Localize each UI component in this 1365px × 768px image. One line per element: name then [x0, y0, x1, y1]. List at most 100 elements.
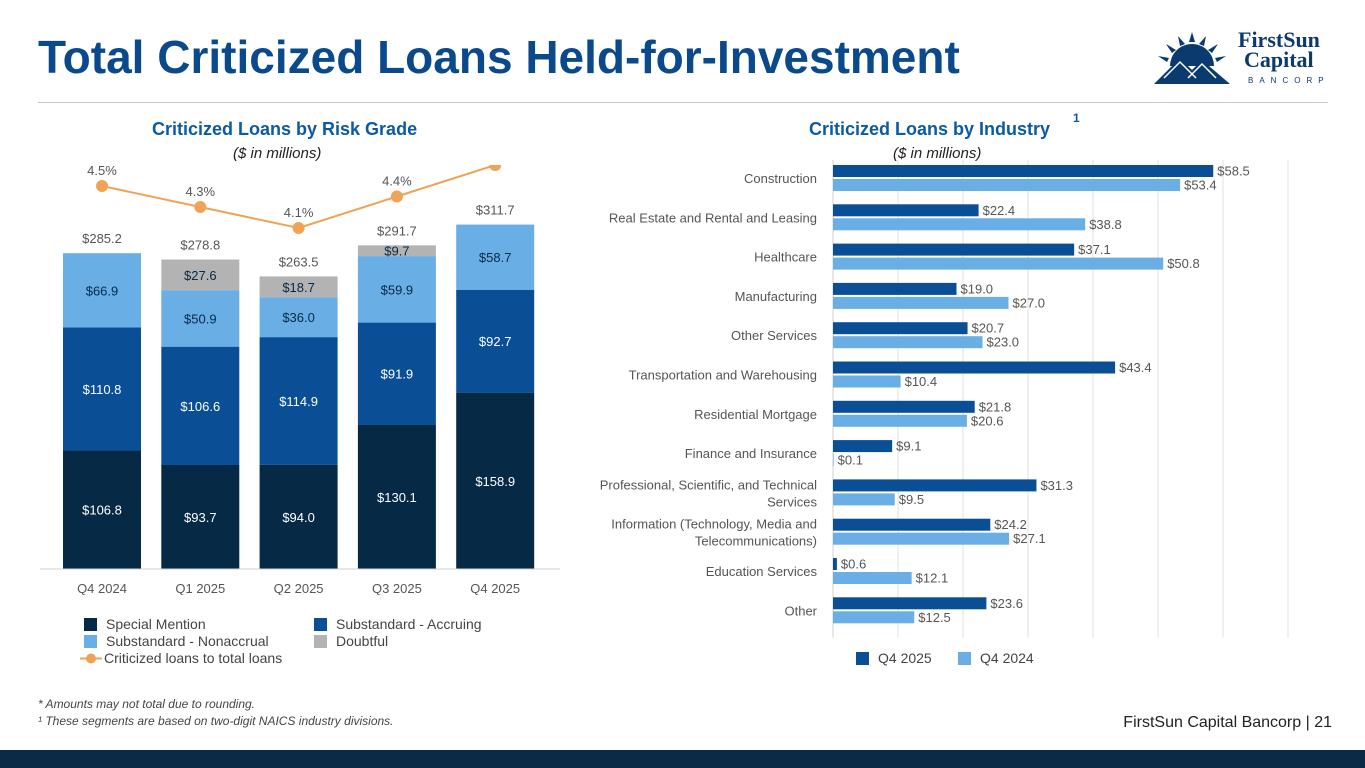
bar-value-label: $31.3: [1040, 478, 1073, 493]
bar-total-label: $263.5: [279, 254, 319, 269]
footnote-rounding: * Amounts may not total due to rounding.: [38, 697, 256, 711]
bar-q4-2025: [833, 597, 987, 610]
ratio-point: [390, 190, 403, 203]
bar-q4-2024: [833, 611, 915, 624]
x-axis-tick-label: Q2 2025: [274, 581, 324, 595]
industry-title-superscript: 1: [1073, 111, 1080, 125]
industry-chart-subtitle: ($ in millions): [893, 145, 982, 162]
bar-value-label: $24.2: [994, 517, 1027, 532]
bar-value-label: $19.0: [961, 281, 994, 296]
bar-value-label: $27.6: [184, 268, 217, 283]
bar-segment-substandard-nonaccrual: [456, 224, 535, 290]
bar-value-label: $158.9: [475, 474, 515, 489]
x-axis-tick-label: Q4 2024: [77, 581, 127, 595]
bar-value-label: $27.1: [1013, 531, 1046, 546]
bar-q4-2025: [833, 400, 975, 413]
y-axis-category-label: Real Estate and Rental and Leasing: [609, 210, 817, 225]
legend-special-mention: Special Mention: [84, 616, 206, 632]
y-axis-category-label: Professional, Scientific, and Technical: [600, 477, 817, 492]
bar-value-label: $130.1: [377, 490, 417, 505]
risk-grade-chart-subtitle: ($ in millions): [233, 145, 322, 162]
bar-value-label: $59.9: [381, 282, 414, 297]
bar-q4-2024: [833, 218, 1086, 231]
bar-segment-special-mention: [161, 464, 240, 569]
industry-legend: Q4 2025 Q4 2024: [856, 650, 1086, 668]
bar-value-label: $38.8: [1089, 217, 1122, 232]
bar-q4-2024: [833, 532, 1010, 545]
y-axis-category-label: Information (Technology, Media and: [611, 517, 817, 532]
y-axis-category-label: Construction: [744, 171, 817, 186]
footer-page-info: FirstSun Capital Bancorp | 21: [1123, 714, 1332, 731]
legend-substandard-accruing: Substandard - Accruing: [314, 616, 482, 632]
legend-swatch: [314, 617, 327, 631]
bar-value-label: $36.0: [282, 310, 315, 325]
footnote-naics: ¹ These segments are based on two-digit …: [38, 714, 394, 728]
bar-value-label: $58.7: [479, 250, 512, 265]
y-axis-category-label: Residential Mortgage: [694, 407, 817, 422]
bar-value-label: $9.7: [384, 244, 409, 259]
company-logo: FirstSun Capital BANCORP: [1150, 28, 1330, 92]
sunburst-mountain-icon: [1154, 32, 1230, 84]
footer-band: [0, 750, 1365, 768]
ratio-point: [194, 201, 207, 213]
bar-q4-2024: [833, 493, 895, 506]
bar-value-label: $12.5: [918, 610, 951, 625]
bar-value-label: $22.4: [983, 203, 1016, 218]
page-title: Total Criticized Loans Held-for-Investme…: [38, 31, 960, 83]
legend-q4-2025: Q4 2025: [856, 650, 932, 666]
legend-substandard-nonaccrual: Substandard - Nonaccrual: [84, 633, 269, 649]
legend-doubtful: Doubtful: [314, 633, 388, 649]
ratio-point: [292, 222, 305, 234]
bar-total-label: $291.7: [377, 223, 417, 238]
bar-q4-2024: [833, 375, 901, 388]
bar-value-label: $12.1: [916, 571, 949, 586]
ratio-point: [96, 180, 108, 192]
y-axis-category-label: Manufacturing: [735, 289, 817, 304]
bar-value-label: $0.6: [841, 557, 866, 572]
title-divider: [38, 102, 1328, 103]
bar-segment-doubtful: [161, 259, 240, 291]
ratio-label: 4.1%: [284, 205, 314, 220]
bar-segment-substandard-nonaccrual: [63, 253, 141, 328]
bar-value-label: $50.8: [1167, 256, 1200, 271]
bar-q4-2024: [833, 572, 912, 584]
ratio-label: 4.5%: [87, 165, 117, 178]
bar-value-label: $110.8: [83, 382, 122, 397]
bar-value-label: $27.0: [1013, 295, 1046, 310]
y-axis-category-label: Finance and Insurance: [685, 446, 817, 461]
bar-value-label: $23.6: [990, 596, 1023, 611]
bar-q4-2025: [833, 518, 991, 531]
bar-value-label: $43.4: [1119, 360, 1152, 375]
bar-segment-substandard-accruing: [357, 322, 436, 425]
risk-grade-legend: Special Mention Substandard - Accruing S…: [80, 616, 534, 672]
bar-segment-substandard-accruing: [259, 337, 338, 465]
bar-total-label: $285.2: [82, 231, 122, 246]
y-axis-category-label: Services: [767, 494, 817, 509]
bar-q4-2025: [833, 361, 1116, 374]
x-axis-tick-label: Q1 2025: [175, 581, 225, 595]
bar-value-label: $91.9: [381, 367, 414, 382]
y-axis-category-label: Other: [784, 603, 817, 618]
legend-line-marker: [80, 653, 102, 663]
legend-ratio-line: Criticized loans to total loans: [80, 650, 282, 666]
y-axis-category-label: Other Services: [731, 328, 817, 343]
ratio-point: [489, 165, 502, 171]
legend-swatch: [856, 651, 869, 665]
bar-value-label: $66.9: [86, 283, 119, 298]
bar-q4-2025: [833, 479, 1037, 492]
y-axis-category-label: Education Services: [706, 564, 818, 579]
ratio-label: 4.4%: [382, 174, 412, 189]
bar-q4-2024: [833, 296, 1009, 309]
bar-value-label: $92.7: [479, 334, 512, 349]
bar-q4-2024: [833, 454, 834, 467]
legend-swatch: [84, 634, 97, 648]
bar-segment-doubtful: [259, 276, 338, 298]
bar-value-label: $9.5: [899, 492, 924, 507]
bar-segment-special-mention: [63, 450, 141, 569]
bar-segment-substandard-nonaccrual: [357, 256, 436, 323]
bar-q4-2024: [833, 257, 1164, 270]
bar-q4-2024: [833, 179, 1181, 191]
bar-total-label: $311.7: [476, 203, 515, 218]
bar-value-label: $0.1: [838, 453, 863, 468]
y-axis-category-label: Telecommunications): [695, 534, 817, 549]
